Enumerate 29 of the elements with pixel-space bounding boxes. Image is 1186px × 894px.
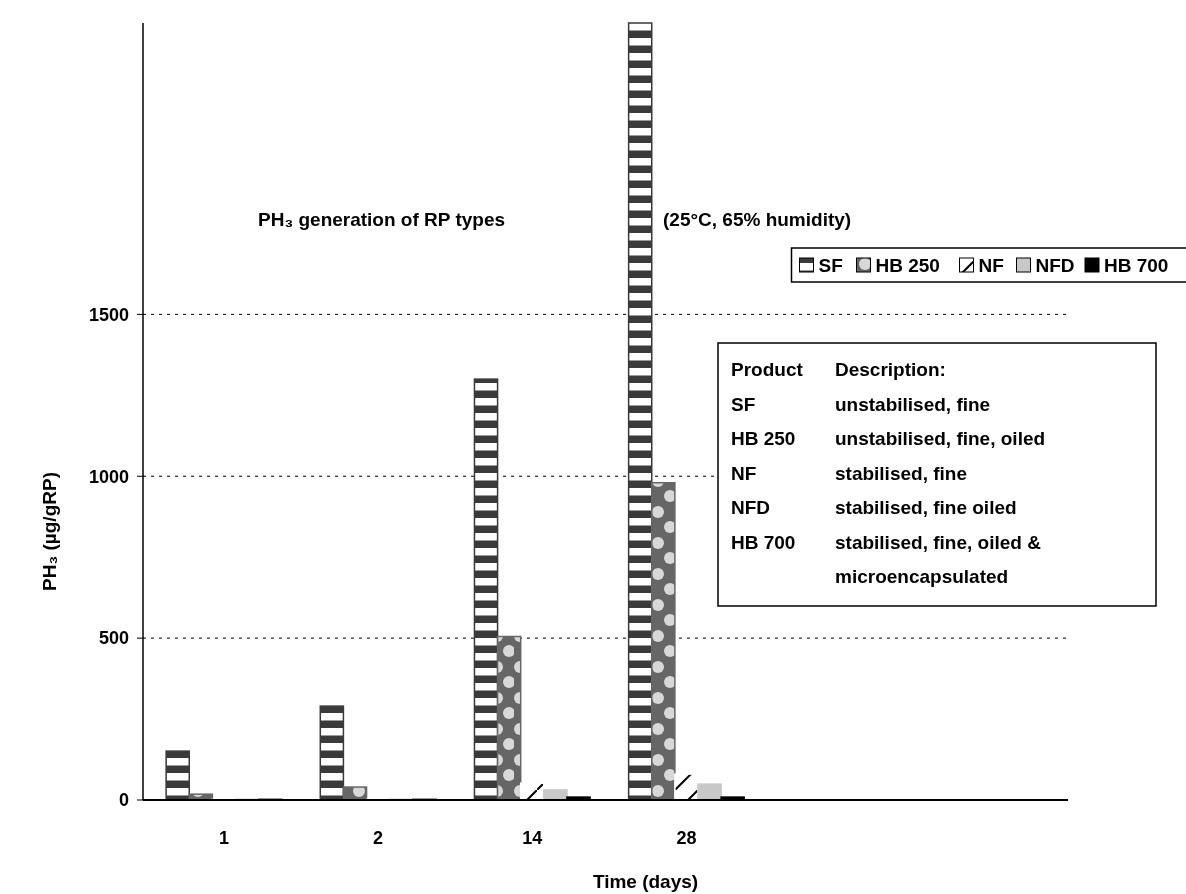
annotation: stabilised, fine xyxy=(835,462,967,484)
annotation: stabilised, fine oiled xyxy=(835,497,1017,518)
legend-label: HB 250 xyxy=(875,255,940,276)
x-tick-label: 14 xyxy=(522,828,543,848)
annotation: unstabilised, fine xyxy=(835,393,991,415)
annotation: stabilised, fine, oiled & microencapsulated xyxy=(835,531,1042,587)
y-tick-label: 0 xyxy=(118,790,129,811)
x-axis-title: Time (days) xyxy=(592,871,699,892)
legend-label: NFD xyxy=(1035,255,1075,276)
legend-label: NF xyxy=(978,255,1004,276)
annotation: HB 250 xyxy=(731,428,796,449)
x-tick-label: 2 xyxy=(373,828,384,848)
annotation: Description: xyxy=(835,359,946,380)
annotation: NF xyxy=(731,462,757,484)
legend-label: SF xyxy=(818,255,843,276)
annotation: Product xyxy=(731,359,804,380)
annotation: SF xyxy=(731,393,756,415)
x-tick-label: 28 xyxy=(676,828,697,848)
y-tick-label: 500 xyxy=(98,628,129,649)
y-tick-label: 1500 xyxy=(88,304,129,325)
annotation: NFD xyxy=(731,497,771,518)
x-tick-label: 1 xyxy=(218,828,229,848)
y-tick-label: 1000 xyxy=(88,466,129,487)
text: PH₃ generation of RP types xyxy=(258,209,506,230)
annotation: HB 700 xyxy=(731,531,796,553)
text: (25°C, 65% humidity) xyxy=(663,209,852,230)
y-axis-title: PH₃ (µg/gRP) xyxy=(39,472,60,591)
annotation: unstabilised, fine, oiled xyxy=(835,428,1046,449)
legend-label: HB 700 xyxy=(1104,255,1169,276)
